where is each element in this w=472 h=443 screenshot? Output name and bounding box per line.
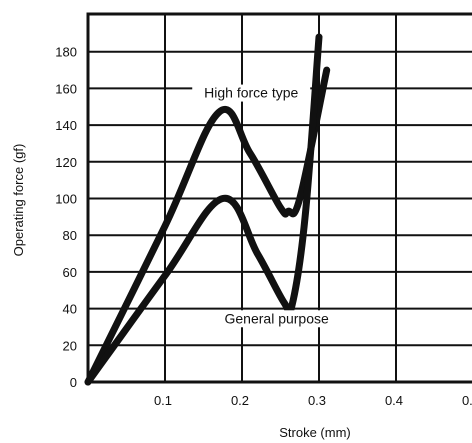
x-tick-label: 0.2 [231, 393, 249, 408]
y-tick-label: 180 [55, 45, 77, 60]
y-tick-label: 120 [55, 155, 77, 170]
series-annotation: General purpose [225, 310, 330, 326]
series-annotation: High force type [204, 85, 298, 101]
plot-frame [86, 12, 472, 384]
y-tick-label: 0 [70, 375, 77, 390]
y-tick-label: 160 [55, 81, 77, 96]
x-tick-label: 0.5 [462, 393, 472, 408]
series-line-1 [84, 33, 323, 386]
x-tick-label: 0.1 [154, 393, 172, 408]
annotations: High force type General purpose [192, 84, 336, 328]
x-tick-label: 0.4 [385, 393, 403, 408]
x-axis-title: Stroke (mm) [279, 425, 351, 440]
annotation-backing [217, 310, 336, 328]
tick-labels: 0.1 0.2 0.3 0.4 0.5 0 20 40 60 80 100 120 140 160 180 [55, 45, 472, 408]
y-tick-label: 20 [63, 338, 77, 353]
y-axis-title: Operating force (gf) [11, 144, 26, 257]
y-tick-label: 40 [63, 302, 77, 317]
y-tick-label: 80 [63, 228, 77, 243]
series-line-0 [84, 66, 331, 386]
y-tick-label: 100 [55, 192, 77, 207]
y-tick-label: 140 [55, 118, 77, 133]
series-layer [84, 33, 331, 386]
y-tick-label: 60 [63, 265, 77, 280]
annotation-backing [192, 84, 311, 102]
x-tick-label: 0.3 [308, 393, 326, 408]
